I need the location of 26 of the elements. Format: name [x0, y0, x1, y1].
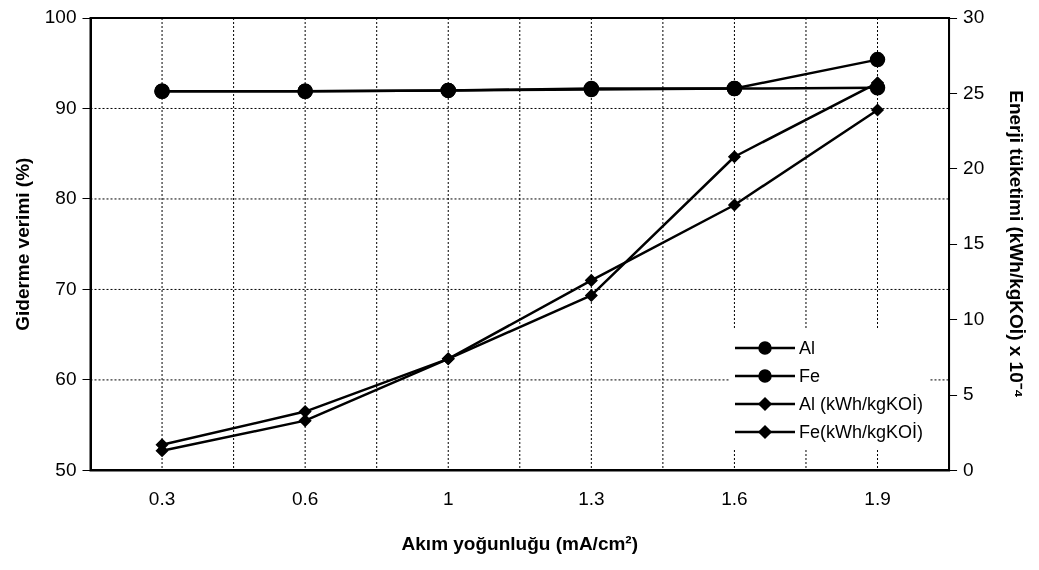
legend-label: Fe	[799, 365, 821, 387]
x-tick-label: 1.3	[578, 488, 605, 510]
legend-label: Al	[799, 337, 816, 359]
x-tick-label: 0.6	[291, 488, 319, 510]
y-tick-label: 60	[55, 368, 77, 390]
x-axis-title: Akım yoğunluğu (mA/cm²)	[401, 532, 639, 554]
legend-label: Fe(kWh/kgKOİ)	[799, 421, 924, 443]
y-tick-label: 80	[55, 187, 77, 209]
y-tick-label: 100	[44, 6, 77, 28]
x-tick-label: 1	[442, 488, 454, 510]
y2-tick-label: 25	[963, 81, 985, 103]
y2-tick-label: 5	[963, 383, 974, 405]
y-axis-title: Giderme verimi (%)	[11, 157, 33, 331]
y2-tick-label: 30	[963, 6, 985, 28]
y-tick-label: 70	[55, 277, 77, 299]
y-tick-label: 50	[55, 458, 77, 480]
x-tick-label: 1.6	[721, 488, 748, 510]
y2-tick-label: 20	[963, 157, 985, 179]
x-tick-label: 0.3	[148, 488, 176, 510]
y2-tick-label: 0	[963, 458, 974, 480]
y-tick-label: 90	[55, 96, 77, 118]
x-tick-label: 1.9	[864, 488, 891, 510]
y2-tick-label: 15	[963, 232, 985, 254]
legend-label: Al (kWh/kgKOİ)	[799, 393, 924, 415]
y2-tick-label: 10	[963, 307, 985, 329]
y2-axis-title: Enerji tüketimi (kWh/kgKOİ) x 10⁻⁴	[1006, 90, 1028, 399]
